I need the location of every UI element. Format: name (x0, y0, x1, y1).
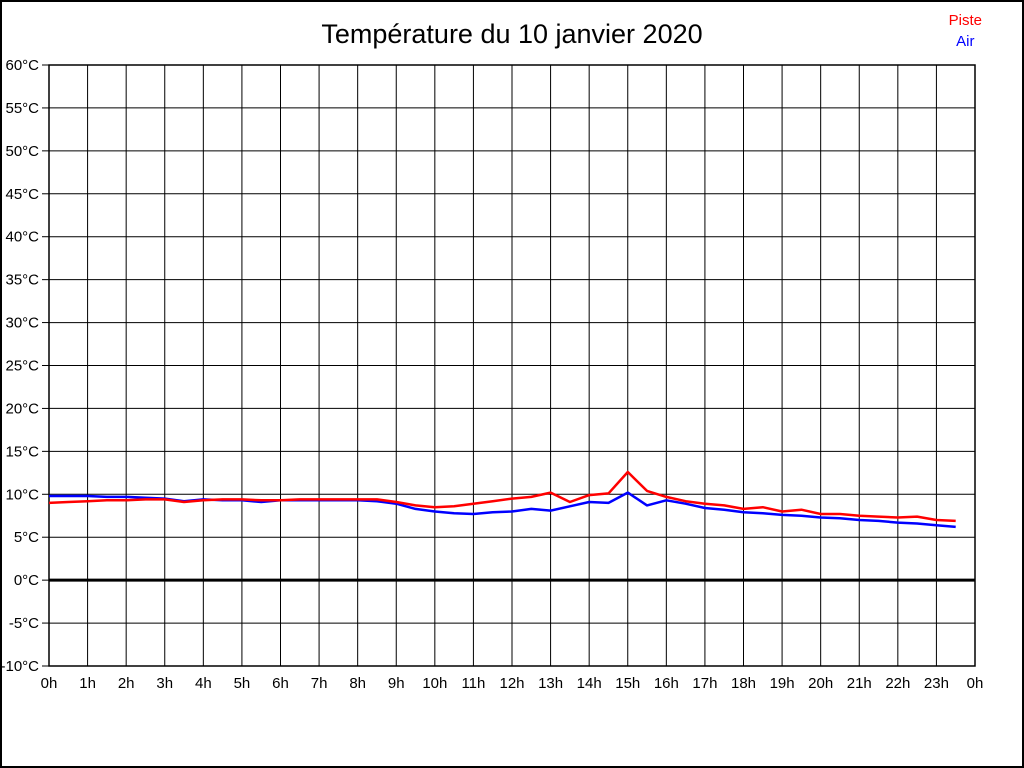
y-tick-label: 30°C (5, 315, 39, 332)
x-tick-label: 7h (311, 675, 328, 692)
chart-legend: Piste Air (949, 10, 982, 52)
x-tick-label: 17h (692, 675, 717, 692)
x-tick-label: 22h (885, 675, 910, 692)
y-tick-label: 50°C (5, 143, 39, 160)
y-tick-label: 10°C (5, 486, 39, 503)
y-tick-label: 35°C (5, 272, 39, 289)
y-tick-label: 55°C (5, 100, 39, 117)
x-tick-label: 12h (499, 675, 524, 692)
x-tick-label: 16h (654, 675, 679, 692)
x-tick-label: 4h (195, 675, 212, 692)
y-tick-label: 15°C (5, 443, 39, 460)
legend-item-air: Air (956, 33, 975, 50)
x-tick-label: 18h (731, 675, 756, 692)
x-tick-label: 3h (156, 675, 173, 692)
y-tick-label: 45°C (5, 186, 39, 203)
series-line-piste (48, 470, 956, 523)
x-tick-label: 2h (118, 675, 135, 692)
x-tick-label: 13h (538, 675, 563, 692)
y-tick-label: 40°C (5, 229, 39, 246)
x-tick-label: 10h (422, 675, 447, 692)
x-tick-label: 1h (79, 675, 96, 692)
x-tick-label: 20h (808, 675, 833, 692)
y-tick-label: 25°C (5, 358, 39, 375)
y-tick-label: 20°C (5, 400, 39, 417)
y-tick-label: 60°C (5, 57, 39, 74)
x-tick-label: 0h (41, 675, 58, 692)
x-tick-label: 23h (924, 675, 949, 692)
plot-border (48, 64, 976, 667)
chart-title: Température du 10 janvier 2020 (321, 19, 703, 49)
y-tick-label: 0°C (14, 572, 39, 589)
x-tick-label: 21h (847, 675, 872, 692)
y-tick-label: 5°C (14, 529, 39, 546)
x-tick-label: 15h (615, 675, 640, 692)
x-tick-label: 8h (349, 675, 366, 692)
series-line-air (49, 491, 956, 529)
x-tick-label: 0h (967, 675, 984, 692)
x-tick-label: 11h (461, 675, 485, 692)
x-tick-label: 14h (577, 675, 602, 692)
y-tick-label: -10°C (2, 658, 39, 675)
x-tick-label: 5h (234, 675, 251, 692)
legend-item-piste: Piste (948, 12, 982, 29)
x-tick-label: 9h (388, 675, 405, 692)
y-tick-label: -5°C (9, 615, 39, 632)
x-tick-label: 6h (272, 675, 289, 692)
x-tick-label: 19h (770, 675, 795, 692)
